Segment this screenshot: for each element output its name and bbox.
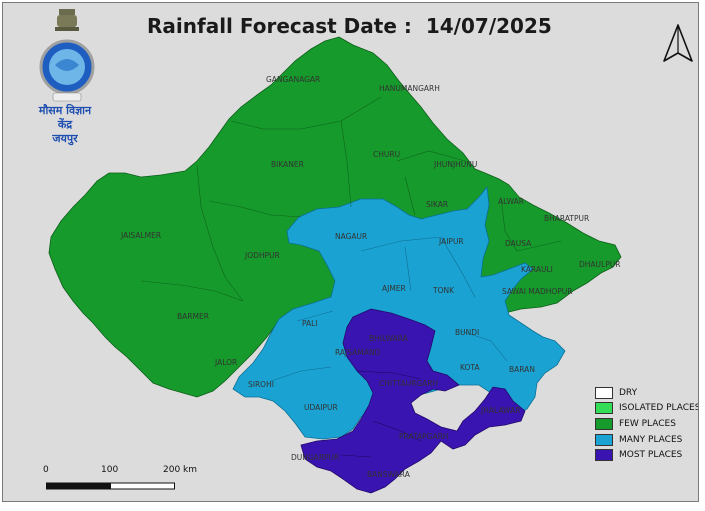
legend: DRY ISOLATED PLACES FEW PLACES MANY PLACES M…	[595, 385, 699, 463]
scale-label-0: 0	[43, 465, 49, 475]
map-frame: GANGANAGAR HANUMANGARH BIKANER CHURU JHUNJHU…	[2, 2, 699, 502]
scale-label-200: 200 km	[163, 465, 198, 475]
district-label: SAWAI MADHOPUR	[502, 287, 573, 296]
legend-item: DRY	[595, 385, 698, 401]
district-boundaries-blue	[270, 236, 508, 382]
imd-emblem	[39, 9, 95, 102]
logo-text-line3: जयपुर	[52, 132, 78, 145]
district-label: BIKANER	[271, 160, 304, 169]
map-title: Rainfall Forecast Date : 14/07/2025	[147, 14, 552, 38]
legend-item: MOST PLACES	[595, 447, 698, 463]
district-label: PRATAPGARH	[399, 432, 448, 441]
district-label: RAJSAMAND	[335, 348, 380, 357]
district-label: HANUMANGARH	[379, 84, 440, 93]
district-label: JAIPUR	[438, 237, 464, 246]
district-label: CHURU	[373, 150, 400, 159]
district-label: BHARATPUR	[544, 214, 589, 223]
scale-bar-graphic	[46, 482, 175, 490]
region-most	[300, 308, 526, 494]
logo-caption: मौसम विज्ञान केंद्र जयपुर	[25, 104, 105, 146]
district-label: JALOR	[214, 358, 237, 367]
legend-label: FEW PLACES	[619, 418, 676, 429]
district-label: TONK	[432, 286, 455, 295]
district-label: DHAULPUR	[579, 260, 620, 269]
legend-label: MOST PLACES	[619, 450, 683, 461]
logo-text-line2: केंद्र	[57, 118, 73, 131]
district-label: GANGANAGAR	[266, 75, 320, 84]
scale-label-100: 100	[101, 465, 119, 475]
legend-swatch	[595, 402, 613, 415]
district-label: SIROHI	[248, 380, 274, 389]
district-label: BARMER	[177, 312, 209, 321]
district-label: BANSWARA	[367, 470, 411, 479]
district-label: DAUSA	[505, 239, 532, 248]
district-boundaries-purple	[340, 370, 422, 458]
ashoka-emblem-icon	[55, 9, 79, 31]
legend-item: ISOLATED PLACES	[595, 401, 699, 417]
legend-swatch	[595, 386, 613, 399]
district-label: JHALAWAR	[480, 406, 520, 415]
logo-text-line1: मौसम विज्ञान	[38, 104, 92, 117]
legend-item: MANY PLACES	[595, 432, 698, 448]
district-label: BUNDI	[455, 328, 479, 337]
district-label: ALWAR	[498, 197, 524, 206]
region-many	[232, 185, 566, 440]
district-label: SIKAR	[426, 200, 448, 209]
district-label: DUNGARPUR	[291, 453, 339, 462]
district-labels: GANGANAGAR HANUMANGARH BIKANER CHURU JHUNJHU…	[120, 75, 620, 479]
district-label: BHILWARA	[369, 334, 409, 343]
district-label: PALI	[302, 319, 318, 328]
district-label: CHITTAURGARH	[379, 379, 438, 388]
legend-swatch	[595, 417, 613, 430]
district-label: AJMER	[382, 284, 406, 293]
north-arrow-icon	[663, 24, 693, 62]
legend-item: FEW PLACES	[595, 416, 698, 432]
forecast-date: 14/07/2025	[425, 14, 552, 38]
district-label: KOTA	[460, 363, 480, 372]
district-label: JODHPUR	[244, 251, 280, 260]
district-label: JHUNJHUNU	[433, 160, 477, 169]
district-label: KARAULI	[521, 265, 553, 274]
rajasthan-map: GANGANAGAR HANUMANGARH BIKANER CHURU JHUNJHU…	[48, 36, 622, 494]
legend-swatch	[595, 433, 613, 446]
title-prefix: Rainfall Forecast Date :	[147, 14, 412, 38]
district-label: UDAIPUR	[304, 403, 338, 412]
legend-label: ISOLATED PLACES	[619, 403, 699, 414]
district-boundaries	[140, 96, 562, 302]
district-label: JAISALMER	[120, 231, 161, 240]
district-label: NAGAUR	[335, 232, 367, 241]
district-label: BARAN	[509, 365, 535, 374]
legend-label: MANY PLACES	[619, 434, 683, 445]
legend-label: DRY	[619, 387, 638, 398]
legend-swatch	[595, 449, 613, 462]
